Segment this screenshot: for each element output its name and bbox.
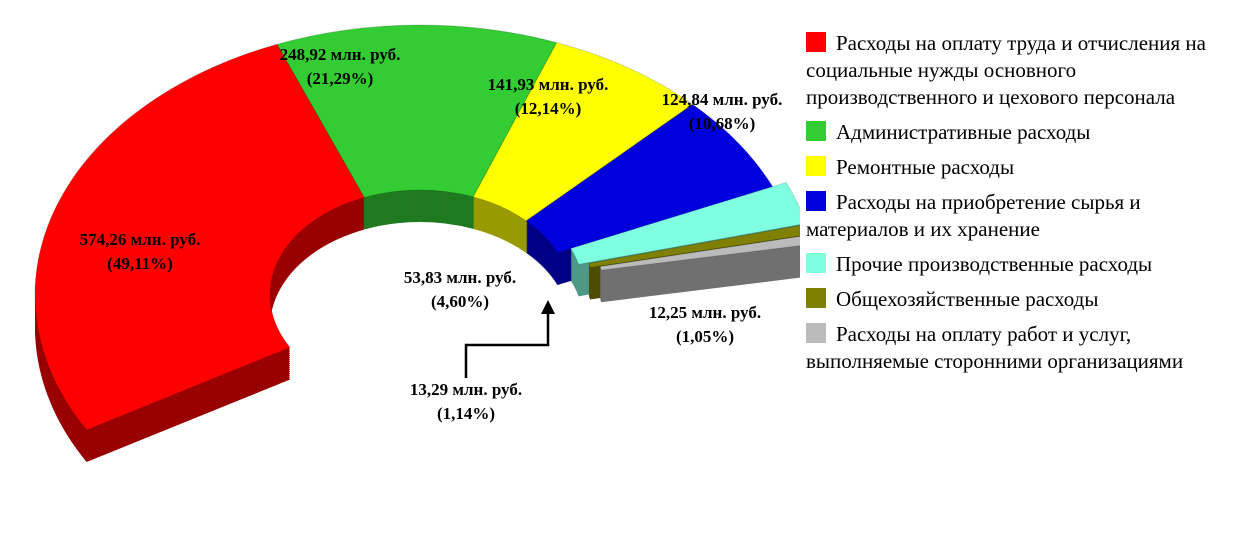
data-label: 141,93 млн. руб. (12,14%) [488,75,609,118]
legend-item: Ремонтные расходы [806,154,1236,181]
data-label-line: 124,84 млн. руб. [662,90,783,109]
legend-label: Общехозяйственные расходы [836,287,1099,311]
data-label-line: (10,68%) [689,114,756,133]
legend-swatch [806,288,826,308]
data-label: 13,29 млн. руб. (1,14%) [410,380,522,423]
data-label-line: 574,26 млн. руб. [80,230,201,249]
data-label: 53,83 млн. руб. (4,60%) [404,268,516,311]
legend-swatch [806,323,826,343]
slice [599,235,800,271]
data-label-line: (1,14%) [437,404,495,423]
legend-label: Административные расходы [836,120,1091,144]
legend-label: Ремонтные расходы [836,155,1015,179]
slice [276,24,558,199]
data-label-line: 13,29 млн. руб. [410,380,522,399]
legend-label: Прочие производственные расходы [836,252,1153,276]
arrow-head [541,300,555,314]
legend-label: Расходы на приобретение сырья и материал… [806,190,1141,241]
data-label-line: (4,60%) [431,292,489,311]
legend-item: Расходы на приобретение сырья и материал… [806,189,1236,243]
legend-swatch [806,253,826,273]
legend: Расходы на оплату труда и отчисления на … [806,30,1236,383]
legend-item: Расходы на оплату работ и услуг, выполня… [806,321,1236,375]
data-label: 124,84 млн. руб. (10,68%) [662,90,783,133]
data-label-line: (49,11%) [107,254,173,273]
slice [569,181,800,265]
data-label-line: 248,92 млн. руб. [280,45,401,64]
data-label: 248,92 млн. руб. (21,29%) [280,45,401,88]
legend-swatch [806,156,826,176]
data-label-line: 12,25 млн. руб. [649,303,761,322]
slice [472,42,694,222]
data-label-line: (21,29%) [307,69,374,88]
data-label: 574,26 млн. руб. (49,11%) [80,230,201,273]
data-label-line: 141,93 млн. руб. [488,75,609,94]
data-label-line: 53,83 млн. руб. [404,268,516,287]
legend-swatch [806,121,826,141]
legend-item: Расходы на оплату труда и отчисления на … [806,30,1236,111]
legend-item: Прочие производственные расходы [806,251,1236,278]
legend-label: Расходы на оплату работ и услуг, выполня… [806,322,1184,373]
legend-item: Административные расходы [806,119,1236,146]
annotation-arrow [464,312,550,378]
data-label-line: (12,14%) [515,99,582,118]
chart: 574,26 млн. руб. (49,11%) 248,92 млн. руб.… [34,24,800,463]
legend-swatch [806,191,826,211]
legend-item: Общехозяйственные расходы [806,286,1236,313]
slice [587,224,800,269]
slice [34,43,366,431]
data-label: 12,25 млн. руб. (1,05%) [649,303,761,346]
legend-swatch [806,32,826,52]
data-label-line: (1,05%) [676,327,734,346]
legend-label: Расходы на оплату труда и отчисления на … [806,31,1206,109]
